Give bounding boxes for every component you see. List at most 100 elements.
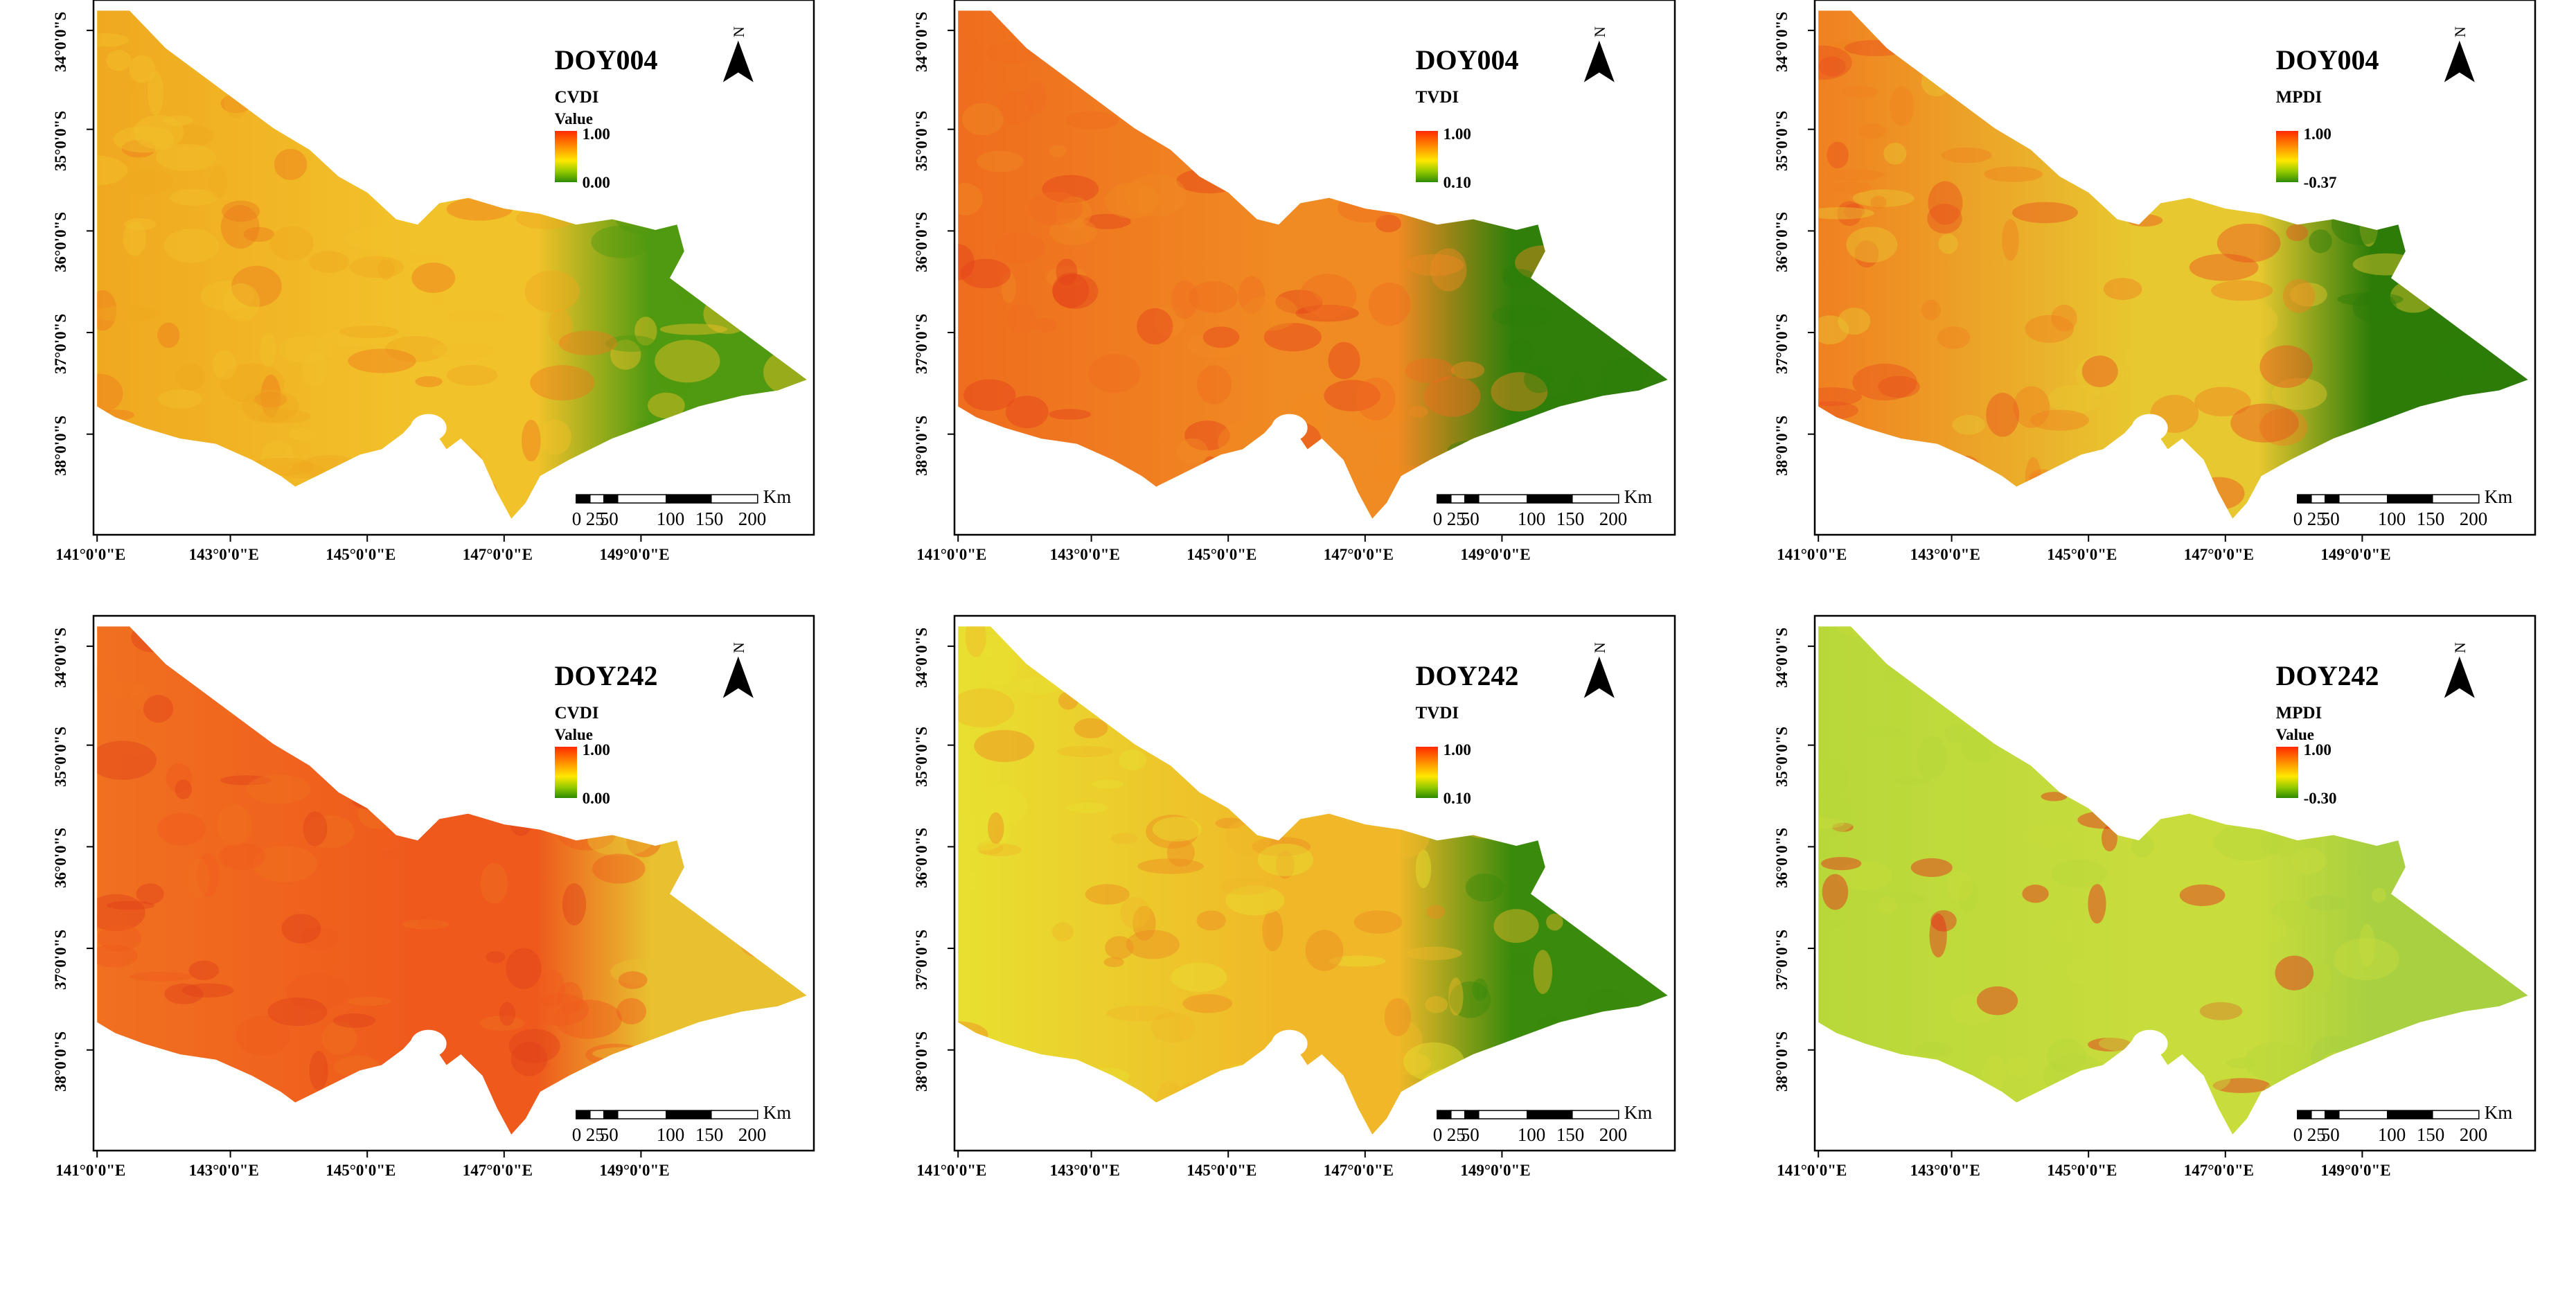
legend-high-value: 1.00 bbox=[2303, 125, 2331, 143]
map-panel: DOY242 CVDI Value 1.00 0.00 N Km 0 25 50 100 150 200… bbox=[0, 614, 859, 1253]
north-arrow-icon bbox=[1583, 656, 1615, 698]
legend-high-value: 1.00 bbox=[2303, 741, 2331, 759]
longitude-tick-label: 141°0'0"E bbox=[1777, 1162, 1847, 1179]
latitude-tick-label: 38°0'0"S bbox=[1773, 1031, 1791, 1092]
scale-bar-tick: 0 bbox=[2293, 508, 2303, 530]
latitude-tick-label: 37°0'0"S bbox=[52, 929, 69, 991]
legend-high-value: 1.00 bbox=[582, 125, 610, 143]
longitude-tick-label: 149°0'0"E bbox=[1460, 1162, 1531, 1179]
north-label: N bbox=[2451, 641, 2469, 653]
north-arrow-icon bbox=[722, 656, 754, 698]
latitude-tick-label: 38°0'0"S bbox=[913, 1031, 930, 1092]
longitude-tick-label: 147°0'0"E bbox=[1323, 546, 1394, 563]
map-panel: DOY242 MPDI Value 1.00 -0.30 N Km 0 25 50 100 150 20… bbox=[1721, 614, 2576, 1253]
index-name: MPDI bbox=[2275, 87, 2322, 107]
north-arrow-icon bbox=[2444, 40, 2475, 82]
latitude-tick-label: 38°0'0"S bbox=[913, 415, 930, 476]
panel-title: DOY004 bbox=[554, 44, 658, 76]
panel-title: DOY242 bbox=[554, 659, 658, 691]
map-frame bbox=[92, 0, 815, 536]
latitude-tick-label: 34°0'0"S bbox=[1773, 627, 1791, 688]
latitude-tick-label: 37°0'0"S bbox=[913, 313, 930, 375]
index-name: MPDI bbox=[2275, 703, 2322, 723]
latitude-tick-label: 37°0'0"S bbox=[913, 929, 930, 991]
longitude-tick-label: 143°0'0"E bbox=[188, 1162, 259, 1179]
scale-bar-tick: 200 bbox=[2459, 508, 2488, 530]
scale-bar-tick: 150 bbox=[2416, 1124, 2445, 1146]
latitude-tick-label: 38°0'0"S bbox=[1773, 415, 1791, 476]
longitude-tick-label: 149°0'0"E bbox=[599, 1162, 670, 1179]
map-frame bbox=[953, 0, 1676, 536]
latitude-tick-label: 38°0'0"S bbox=[52, 1031, 69, 1092]
longitude-tick-label: 147°0'0"E bbox=[1323, 1162, 1394, 1179]
scale-bar-units: Km bbox=[1624, 1102, 1653, 1124]
north-label: N bbox=[729, 26, 747, 37]
map-frame bbox=[1813, 614, 2537, 1152]
scale-bar-tick: 50 bbox=[2320, 508, 2340, 530]
longitude-tick-label: 145°0'0"E bbox=[1187, 1162, 1257, 1179]
map-panel: DOY004 TVDI 1.00 0.10 N Km 0 25 50 100 150 200 141°0… bbox=[861, 0, 1720, 637]
longitude-tick-label: 141°0'0"E bbox=[55, 546, 126, 563]
longitude-tick-label: 143°0'0"E bbox=[1910, 546, 1980, 563]
scale-bar-tick: 0 bbox=[1432, 1124, 1443, 1146]
latitude-tick-label: 34°0'0"S bbox=[913, 627, 930, 688]
map-panel: DOY004 MPDI 1.00 -0.37 N Km 0 25 50 100 150 200 141°… bbox=[1721, 0, 2576, 637]
latitude-tick-label: 34°0'0"S bbox=[52, 627, 69, 688]
map-frame bbox=[1813, 0, 2537, 536]
legend-color-bar bbox=[2275, 746, 2298, 798]
map-svg bbox=[948, 614, 1676, 1158]
latitude-tick-label: 34°0'0"S bbox=[52, 11, 69, 72]
north-label: N bbox=[2451, 26, 2469, 37]
longitude-tick-label: 145°0'0"E bbox=[2047, 1162, 2117, 1179]
latitude-tick-label: 36°0'0"S bbox=[1773, 828, 1791, 889]
latitude-tick-label: 37°0'0"S bbox=[1773, 929, 1791, 991]
region-raster bbox=[958, 10, 1668, 519]
map-svg bbox=[1808, 0, 2537, 542]
legend-value-label: Value bbox=[2275, 725, 2314, 743]
longitude-tick-label: 145°0'0"E bbox=[2047, 546, 2117, 563]
scale-bar-units: Km bbox=[1624, 486, 1653, 508]
scale-bar-tick: 0 bbox=[571, 508, 582, 530]
north-arrow-icon bbox=[1583, 40, 1615, 82]
map-svg bbox=[1808, 614, 2537, 1158]
north-label: N bbox=[729, 641, 747, 653]
legend-low-value: -0.30 bbox=[2303, 789, 2337, 807]
legend-color-bar bbox=[1415, 130, 1438, 182]
scale-bar-tick: 50 bbox=[599, 508, 619, 530]
scale-bar-tick: 25 bbox=[585, 1124, 605, 1146]
longitude-tick-label: 143°0'0"E bbox=[1049, 1162, 1120, 1179]
longitude-tick-label: 147°0'0"E bbox=[462, 1162, 533, 1179]
north-arrow-icon bbox=[2444, 656, 2475, 698]
latitude-tick-label: 36°0'0"S bbox=[1773, 212, 1791, 273]
scale-bar-tick: 150 bbox=[2416, 508, 2445, 530]
scale-bar-tick: 150 bbox=[1556, 508, 1585, 530]
map-svg bbox=[948, 0, 1676, 542]
scale-bar-tick: 50 bbox=[2320, 1124, 2340, 1146]
region-raster bbox=[1818, 10, 2528, 519]
scale-bar-tick: 150 bbox=[695, 508, 724, 530]
longitude-tick-label: 141°0'0"E bbox=[916, 546, 987, 563]
scale-bar-tick: 200 bbox=[738, 508, 767, 530]
scale-bar-units: Km bbox=[2484, 1102, 2513, 1124]
region-raster bbox=[97, 10, 807, 519]
legend-value-label: Value bbox=[554, 725, 593, 743]
longitude-tick-label: 145°0'0"E bbox=[1187, 546, 1257, 563]
scale-bar-tick: 150 bbox=[695, 1124, 724, 1146]
legend-color-bar bbox=[1415, 746, 1438, 798]
latitude-tick-label: 37°0'0"S bbox=[1773, 313, 1791, 375]
latitude-tick-label: 35°0'0"S bbox=[913, 726, 930, 787]
scale-bar-tick: 50 bbox=[599, 1124, 619, 1146]
scale-bar-tick: 100 bbox=[2377, 508, 2406, 530]
longitude-tick-label: 149°0'0"E bbox=[599, 546, 670, 563]
legend-low-value: 0.10 bbox=[1443, 173, 1471, 191]
map-panel: DOY242 TVDI 1.00 0.10 N Km 0 25 50 100 150 200 141°0… bbox=[861, 614, 1720, 1253]
latitude-tick-label: 38°0'0"S bbox=[52, 415, 69, 476]
scale-bar-tick: 0 bbox=[2293, 1124, 2303, 1146]
scale-bar-tick: 150 bbox=[1556, 1124, 1585, 1146]
map-svg bbox=[87, 614, 815, 1158]
index-name: TVDI bbox=[1415, 87, 1459, 107]
longitude-tick-label: 143°0'0"E bbox=[188, 546, 259, 563]
legend-color-bar bbox=[2275, 130, 2298, 182]
legend-high-value: 1.00 bbox=[1443, 741, 1471, 759]
latitude-tick-label: 36°0'0"S bbox=[913, 212, 930, 273]
